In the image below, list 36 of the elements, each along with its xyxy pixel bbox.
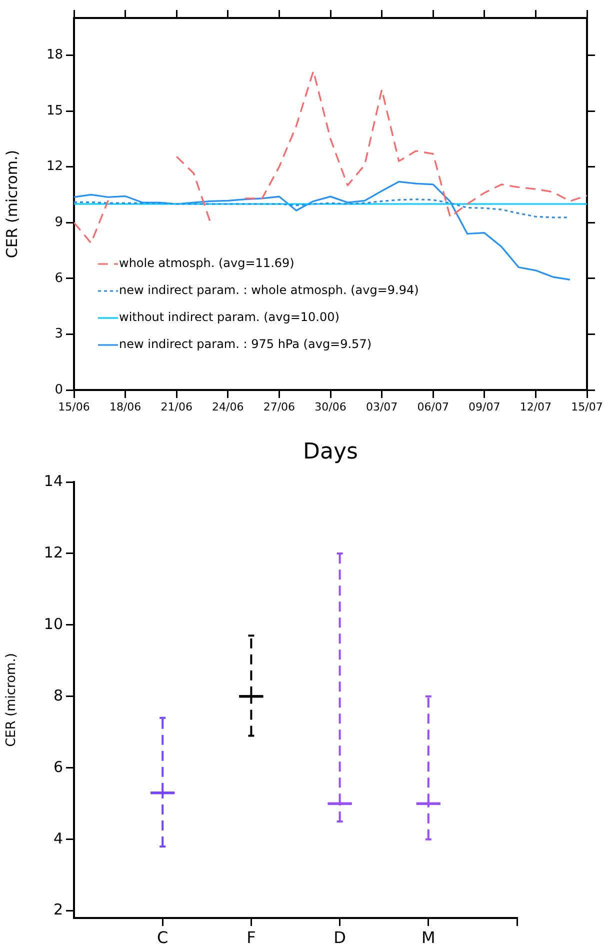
y-tick-label: 12	[44, 543, 63, 562]
y-tick-label: 12	[46, 159, 63, 174]
x-tick-label: 27/06	[263, 400, 296, 414]
y-tick-label: 0	[54, 382, 63, 398]
y-tick-label: 9	[54, 214, 63, 230]
x-tick-label: F	[246, 928, 256, 947]
y-tick-label: 15	[46, 103, 63, 118]
legend-label: new indirect param. : 975 hPa (avg=9.57)	[119, 337, 372, 352]
legend-label: without indirect param. (avg=10.00)	[119, 310, 340, 324]
y-tick-label: 10	[44, 614, 63, 633]
legend-label: whole atmosph. (avg=11.69)	[119, 256, 294, 270]
y-tick-label: 6	[54, 270, 63, 286]
y-axis-title: CER (microm.)	[2, 150, 21, 258]
x-tick-label: M	[421, 928, 436, 947]
x-tick-label: 03/07	[366, 400, 398, 414]
legend-label: new indirect param. : whole atmosph. (avg=9.94)	[119, 283, 419, 298]
x-tick-label: D	[334, 928, 346, 947]
y-tick-label: 2	[53, 900, 63, 919]
y-tick-label: 18	[46, 48, 63, 63]
y-tick-label: 4	[53, 829, 63, 848]
x-tick-label: 18/06	[109, 400, 142, 414]
x-tick-label: 24/06	[212, 400, 244, 414]
x-tick-label: 15/06	[58, 400, 90, 414]
x-tick-label: 06/07	[417, 400, 449, 414]
y-axis-title: CER (microm.)	[4, 653, 20, 747]
x-axis-title: Days	[303, 440, 358, 465]
y-tick-label: 14	[44, 472, 63, 490]
y-tick-label: 8	[53, 686, 63, 704]
x-tick-label: 30/06	[314, 400, 346, 414]
x-tick-label: 09/07	[468, 400, 500, 414]
y-tick-label: 3	[54, 326, 63, 342]
x-tick-label: 15/07	[571, 400, 603, 414]
y-tick-label: 6	[53, 758, 63, 776]
x-tick-label: C	[157, 928, 168, 947]
x-tick-label: 12/07	[520, 400, 552, 414]
x-tick-label: 21/06	[160, 400, 192, 414]
